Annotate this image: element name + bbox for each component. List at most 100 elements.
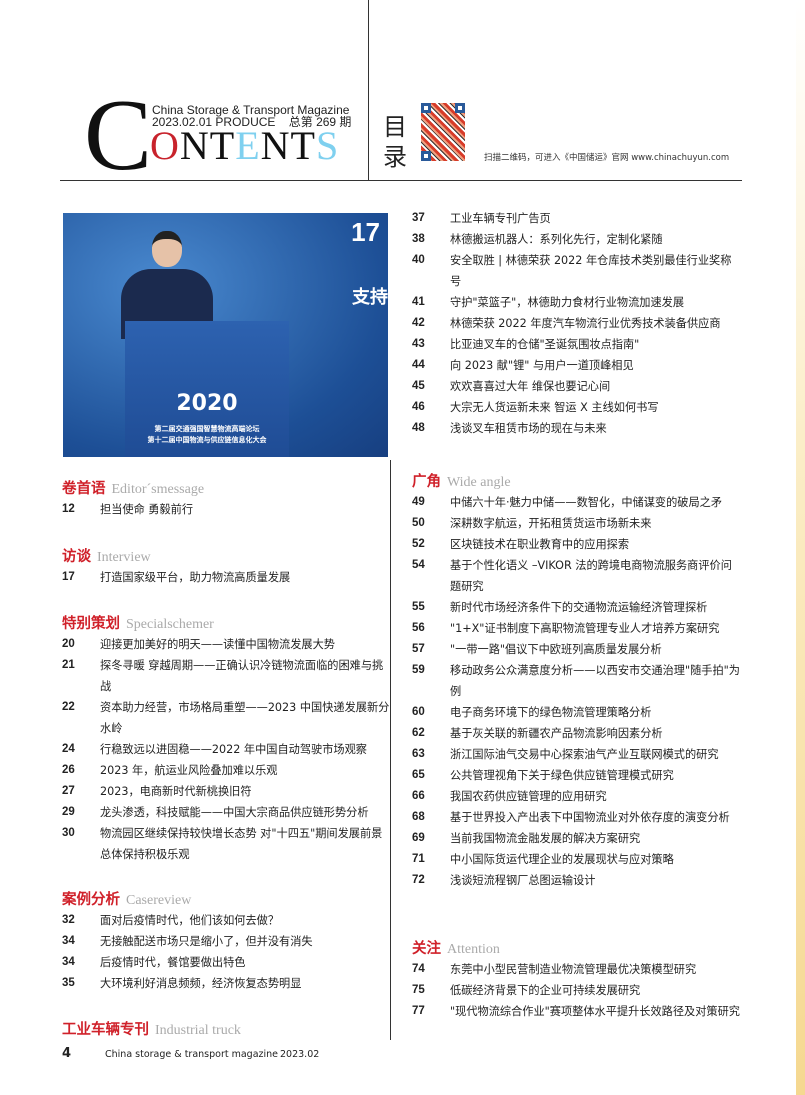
cover-photo: 17 支持 2020 第二届交通强国智慧物流高端论坛 第十二届中国物流与供应链信…	[63, 213, 388, 457]
toc-article-title[interactable]: 新时代市场经济条件下的交通物流运输经济管理探析	[450, 601, 708, 614]
qr-code[interactable]	[421, 103, 465, 161]
toc-article-title[interactable]: 公共管理视角下关于绿色供应链管理模式研究	[450, 769, 674, 782]
speaker	[121, 231, 213, 339]
toc-article-title[interactable]: 低碳经济背景下的企业可持续发展研究	[450, 984, 641, 997]
toc-entry[interactable]: 12 担当使命 勇毅前行	[62, 499, 392, 520]
toc-entry[interactable]: 71 中小国际货运代理企业的发展现状与应对策略	[412, 849, 742, 870]
toc-article-title[interactable]: 中储六十年·魅力中储——数智化，中储谋变的破局之矛	[450, 496, 723, 509]
toc-entry[interactable]: 41 守护"菜篮子"，林德助力食材行业物流加速发展	[412, 292, 742, 313]
toc-entry[interactable]: 20 迎接更加美好的明天——读懂中国物流发展大势	[62, 634, 392, 655]
section-title: 广角	[412, 474, 441, 490]
toc-entry[interactable]: 37 工业车辆专刊广告页	[412, 208, 742, 229]
toc-article-title[interactable]: 东莞中小型民营制造业物流管理最优决策模型研究	[450, 963, 697, 976]
toc-entry[interactable]: 63 浙江国际油气交易中心探索油气产业互联网模式的研究	[412, 744, 742, 765]
toc-article-title[interactable]: 深耕数字航运，开拓租赁货运市场新未来	[450, 517, 652, 530]
toc-article-title[interactable]: 当前我国物流金融发展的解决方案研究	[450, 832, 641, 845]
toc-article-title[interactable]: 物流园区继续保持较快增长态势 对"十四五"期间发展前景总体保持积极乐观	[100, 827, 383, 861]
toc-entry[interactable]: 40 安全取胜 | 林德荣获 2022 年仓库技术类别最佳行业奖称号	[412, 250, 742, 292]
toc-article-title[interactable]: 龙头渗透，科技赋能——中国大宗商品供应链形势分析	[100, 806, 369, 819]
section-heading: 广角 Wide angle	[412, 473, 511, 492]
toc-entry[interactable]: 68 基于世界投入产出表下中国物流业对外依存度的演变分析	[412, 807, 742, 828]
toc-article-title[interactable]: 电子商务环境下的绿色物流管理策略分析	[450, 706, 652, 719]
toc-article-title[interactable]: 浙江国际油气交易中心探索油气产业互联网模式的研究	[450, 748, 719, 761]
toc-entry[interactable]: 59 移动政务公众满意度分析——以西安市交通治理"随手拍"为例	[412, 660, 742, 702]
toc-entry[interactable]: 55 新时代市场经济条件下的交通物流运输经济管理探析	[412, 597, 742, 618]
toc-entry[interactable]: 38 林德搬运机器人：系列化先行，定制化紧随	[412, 229, 742, 250]
toc-entry[interactable]: 54 基于个性化语义 –VIKOR 法的跨境电商物流服务商评价问题研究	[412, 555, 742, 597]
toc-article-title[interactable]: 基于灰关联的新疆农产品物流影响因素分析	[450, 727, 663, 740]
toc-entry[interactable]: 34 后疫情时代，餐馆要做出特色	[62, 952, 392, 973]
toc-article-title[interactable]: 资本助力经营，市场格局重塑——2023 中国快递发展新分水岭	[100, 701, 390, 735]
toc-entry[interactable]: 66 我国农药供应链管理的应用研究	[412, 786, 742, 807]
toc-article-title[interactable]: 面对后疫情时代，他们该如何去做？	[100, 914, 280, 927]
toc-article-title[interactable]: "一带一路"倡议下中欧班列高质量发展分析	[450, 643, 662, 656]
toc-entry[interactable]: 52 区块链技术在职业教育中的应用探索	[412, 534, 742, 555]
section-title-en: Wide angle	[447, 475, 511, 490]
toc-article-title[interactable]: 守护"菜篮子"，林德助力食材行业物流加速发展	[450, 296, 685, 309]
toc-entry[interactable]: 24 行稳致远以进固稳——2022 年中国自动驾驶市场观察	[62, 739, 392, 760]
toc-entry[interactable]: 48 浅谈叉车租赁市场的现在与未来	[412, 418, 742, 439]
toc-article-title[interactable]: 浅谈叉车租赁市场的现在与未来	[450, 422, 607, 435]
toc-article-title[interactable]: "现代物流综合作业"赛项整体水平提升长效路径及对策研究	[450, 1005, 740, 1018]
toc-article-title[interactable]: 2023，电商新时代新桃换旧符	[100, 785, 252, 798]
section-title: 工业车辆专刊	[62, 1022, 149, 1038]
toc-entry[interactable]: 44 向 2023 献"锂" 与用户一道顶峰相见	[412, 355, 742, 376]
toc-page-number: 68	[412, 811, 425, 823]
toc-entry[interactable]: 43 比亚迪叉车的仓储"圣诞氛围妆点指南"	[412, 334, 742, 355]
toc-entry[interactable]: 74 东莞中小型民营制造业物流管理最优决策模型研究	[412, 959, 742, 980]
toc-article-title[interactable]: 林德搬运机器人：系列化先行，定制化紧随	[450, 233, 663, 246]
toc-entry[interactable]: 75 低碳经济背景下的企业可持续发展研究	[412, 980, 742, 1001]
toc-article-title[interactable]: 我国农药供应链管理的应用研究	[450, 790, 607, 803]
toc-article-title[interactable]: 基于个性化语义 –VIKOR 法的跨境电商物流服务商评价问题研究	[450, 559, 732, 593]
toc-article-title[interactable]: 欢欢喜喜过大年 维保也要记心间	[450, 380, 611, 393]
toc-entry[interactable]: 46 大宗无人货运新未来 智运 X 主线如何书写	[412, 397, 742, 418]
toc-article-title[interactable]: 行稳致远以进固稳——2022 年中国自动驾驶市场观察	[100, 743, 367, 756]
toc-article-title[interactable]: "1+X"证书制度下高职物流管理专业人才培养方案研究	[450, 622, 720, 635]
toc-article-title[interactable]: 迎接更加美好的明天——读懂中国物流发展大势	[100, 638, 335, 651]
toc-entry[interactable]: 60 电子商务环境下的绿色物流管理策略分析	[412, 702, 742, 723]
logo-letter: T	[209, 123, 236, 168]
toc-article-title[interactable]: 移动政务公众满意度分析——以西安市交通治理"随手拍"为例	[450, 664, 740, 698]
toc-article-title[interactable]: 无接触配送市场只是缩小了，但并没有消失	[100, 935, 313, 948]
toc-entry[interactable]: 22 资本助力经营，市场格局重塑——2023 中国快递发展新分水岭	[62, 697, 392, 739]
toc-article-title[interactable]: 向 2023 献"锂" 与用户一道顶峰相见	[450, 359, 634, 372]
toc-entry[interactable]: 49 中储六十年·魅力中储——数智化，中储谋变的破局之矛	[412, 492, 742, 513]
toc-article-title[interactable]: 大环境利好消息频频，经济恢复态势明显	[100, 977, 302, 990]
toc-entry[interactable]: 32 面对后疫情时代，他们该如何去做？	[62, 910, 392, 931]
toc-article-title[interactable]: 探冬寻暖 穿越周期——正确认识冷链物流面临的困难与挑战	[100, 659, 384, 693]
toc-entry[interactable]: 62 基于灰关联的新疆农产品物流影响因素分析	[412, 723, 742, 744]
toc-article-title[interactable]: 打造国家级平台，助力物流高质量发展	[100, 571, 291, 584]
section-title-en: Interview	[97, 550, 151, 565]
toc-entry[interactable]: 72 浅谈短流程钢厂总图运输设计	[412, 870, 742, 891]
toc-article-title[interactable]: 2023 年，航运业风险叠加难以乐观	[100, 764, 278, 777]
toc-list: 37 工业车辆专刊广告页 38 林德搬运机器人：系列化先行，定制化紧随 40 安全取胜 |…	[412, 208, 742, 439]
toc-entry[interactable]: 30 物流园区继续保持较快增长态势 对"十四五"期间发展前景总体保持积极乐观	[62, 823, 392, 865]
toc-entry[interactable]: 29 龙头渗透，科技赋能——中国大宗商品供应链形势分析	[62, 802, 392, 823]
toc-entry[interactable]: 77 "现代物流综合作业"赛项整体水平提升长效路径及对策研究	[412, 1001, 742, 1022]
section-heading: 案例分析 Casereview	[62, 891, 191, 910]
toc-article-title[interactable]: 担当使命 勇毅前行	[100, 503, 194, 516]
toc-entry[interactable]: 69 当前我国物流金融发展的解决方案研究	[412, 828, 742, 849]
toc-article-title[interactable]: 林德荣获 2022 年度汽车物流行业优秀技术装备供应商	[450, 317, 721, 330]
toc-entry[interactable]: 42 林德荣获 2022 年度汽车物流行业优秀技术装备供应商	[412, 313, 742, 334]
toc-article-title[interactable]: 比亚迪叉车的仓储"圣诞氛围妆点指南"	[450, 338, 640, 351]
toc-entry[interactable]: 57 "一带一路"倡议下中欧班列高质量发展分析	[412, 639, 742, 660]
toc-article-title[interactable]: 区块链技术在职业教育中的应用探索	[450, 538, 630, 551]
toc-article-title[interactable]: 大宗无人货运新未来 智运 X 主线如何书写	[450, 401, 659, 414]
toc-entry[interactable]: 50 深耕数字航运，开拓租赁货运市场新未来	[412, 513, 742, 534]
toc-article-title[interactable]: 后疫情时代，餐馆要做出特色	[100, 956, 246, 969]
toc-entry[interactable]: 27 2023，电商新时代新桃换旧符	[62, 781, 392, 802]
toc-article-title[interactable]: 基于世界投入产出表下中国物流业对外依存度的演变分析	[450, 811, 730, 824]
toc-entry[interactable]: 45 欢欢喜喜过大年 维保也要记心间	[412, 376, 742, 397]
toc-entry[interactable]: 21 探冬寻暖 穿越周期——正确认识冷链物流面临的困难与挑战	[62, 655, 392, 697]
toc-article-title[interactable]: 工业车辆专刊广告页	[450, 212, 551, 225]
toc-article-title[interactable]: 浅谈短流程钢厂总图运输设计	[450, 874, 596, 887]
toc-entry[interactable]: 56 "1+X"证书制度下高职物流管理专业人才培养方案研究	[412, 618, 742, 639]
toc-entry[interactable]: 26 2023 年，航运业风险叠加难以乐观	[62, 760, 392, 781]
toc-entry[interactable]: 34 无接触配送市场只是缩小了，但并没有消失	[62, 931, 392, 952]
toc-entry[interactable]: 17 打造国家级平台，助力物流高质量发展	[62, 567, 392, 588]
toc-entry[interactable]: 65 公共管理视角下关于绿色供应链管理模式研究	[412, 765, 742, 786]
toc-article-title[interactable]: 中小国际货运代理企业的发展现状与应对策略	[450, 853, 674, 866]
toc-entry[interactable]: 35 大环境利好消息频频，经济恢复态势明显	[62, 973, 392, 994]
toc-article-title[interactable]: 安全取胜 | 林德荣获 2022 年仓库技术类别最佳行业奖称号	[450, 254, 732, 288]
